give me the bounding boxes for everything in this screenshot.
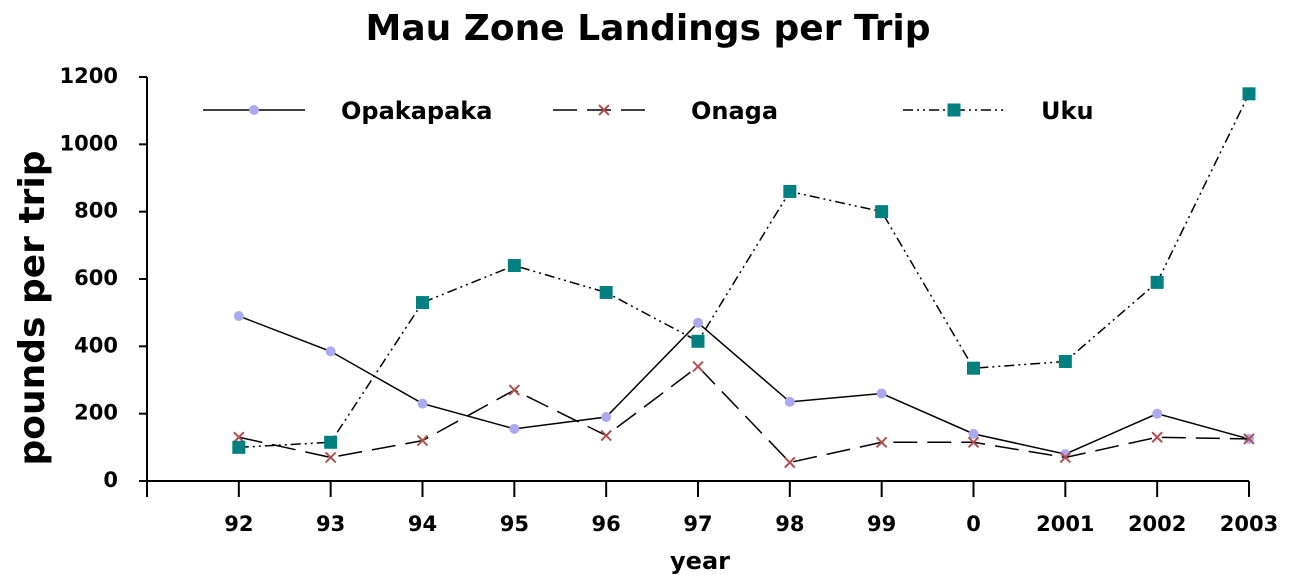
x-tick-label: 2003 <box>1220 512 1278 536</box>
point <box>1152 408 1163 419</box>
point <box>1243 433 1255 445</box>
y-tick-label: 1000 <box>60 131 118 155</box>
x-tick-label: 97 <box>683 512 712 536</box>
point <box>249 105 259 115</box>
x-tick-label: 92 <box>224 512 253 536</box>
point <box>325 346 336 357</box>
point <box>600 429 612 442</box>
point <box>1150 275 1164 289</box>
legend-label: Uku <box>1041 97 1094 125</box>
series-line <box>238 93 1250 449</box>
x-tick-label: 93 <box>316 512 345 536</box>
point <box>507 259 521 273</box>
point <box>416 434 429 447</box>
y-axis-label: pounds per trip <box>12 150 53 465</box>
point <box>324 435 338 449</box>
point <box>691 334 705 348</box>
y-tick-label: 400 <box>74 333 118 357</box>
point <box>784 456 796 469</box>
point <box>1059 451 1072 464</box>
legend-label: Onaga <box>691 97 778 125</box>
point <box>417 398 428 409</box>
point <box>967 436 980 448</box>
x-tick-label: 2002 <box>1128 512 1186 536</box>
point <box>875 436 888 448</box>
series-line <box>238 365 1250 464</box>
y-tick-label: 800 <box>74 199 118 223</box>
point <box>967 361 980 375</box>
point <box>1242 87 1256 101</box>
x-tick-label: 2001 <box>1036 512 1094 536</box>
point <box>601 412 612 423</box>
point <box>416 296 429 310</box>
x-tick-label: 96 <box>592 512 621 536</box>
x-axis-label: year <box>670 547 730 575</box>
x-tick-label: 0 <box>966 512 981 536</box>
point <box>968 428 979 439</box>
y-tick-label: 0 <box>103 468 118 492</box>
x-tick-label: 94 <box>408 512 437 536</box>
point <box>692 360 704 373</box>
point <box>875 205 889 219</box>
point <box>233 431 245 443</box>
point <box>599 285 613 299</box>
point <box>693 317 703 328</box>
point <box>1151 431 1163 443</box>
point <box>508 384 521 396</box>
point <box>509 423 520 434</box>
x-tick-label: 99 <box>867 512 896 536</box>
point <box>598 104 610 116</box>
x-tick-label: 95 <box>500 512 529 536</box>
point <box>784 396 795 407</box>
y-tick-label: 1200 <box>60 64 118 88</box>
series-line <box>238 315 1250 455</box>
point <box>324 451 337 464</box>
x-tick-label: 98 <box>775 512 804 536</box>
y-tick-label: 200 <box>74 401 118 425</box>
chart-title: Mau Zone Landings per Trip <box>366 8 931 49</box>
point <box>233 311 244 322</box>
legend-label: Opakapaka <box>341 97 492 125</box>
y-tick-label: 600 <box>74 266 118 290</box>
point <box>232 440 246 454</box>
point <box>876 388 887 399</box>
point <box>1058 354 1072 368</box>
point <box>783 184 797 198</box>
point <box>947 103 961 117</box>
